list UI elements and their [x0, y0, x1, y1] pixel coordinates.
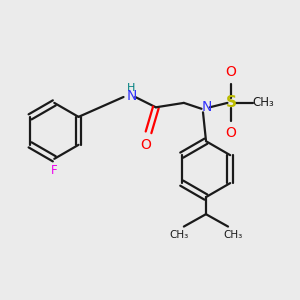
- Text: CH₃: CH₃: [253, 96, 274, 110]
- Text: O: O: [226, 126, 236, 140]
- Text: CH₃: CH₃: [224, 230, 243, 239]
- Text: F: F: [51, 164, 58, 177]
- Text: O: O: [141, 138, 152, 152]
- Text: CH₃: CH₃: [169, 230, 188, 239]
- Text: N: N: [126, 89, 136, 103]
- Text: S: S: [226, 95, 236, 110]
- Text: H: H: [127, 83, 136, 93]
- Text: N: N: [202, 100, 212, 114]
- Text: O: O: [226, 65, 236, 79]
